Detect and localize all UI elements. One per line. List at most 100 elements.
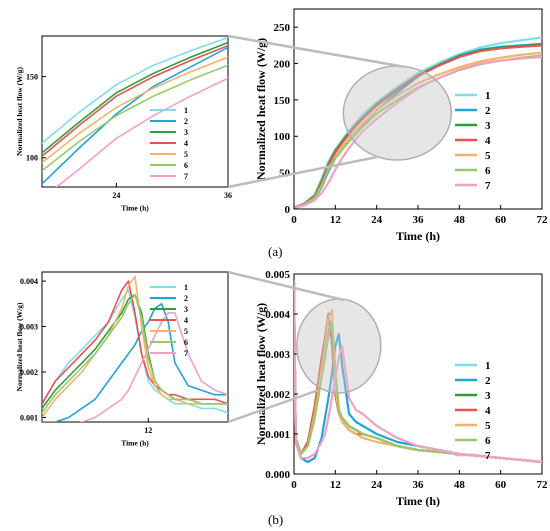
series-line-5	[42, 56, 228, 164]
series-group	[42, 275, 228, 422]
panel-label-a: (a)	[268, 244, 283, 259]
x-tick-label: 36	[413, 214, 425, 226]
y-axis-label: Normalized heat flow (W/g)	[15, 67, 24, 156]
y-tick-label: 0	[285, 204, 291, 216]
series-line-1	[42, 36, 228, 144]
legend-label-5: 5	[485, 150, 491, 162]
plot-frame	[41, 35, 229, 188]
series-line-6	[42, 64, 228, 172]
legend-label-7: 7	[184, 172, 188, 181]
series-line-7	[294, 280, 542, 464]
plot-frame	[41, 271, 229, 423]
series-line-7	[294, 55, 542, 209]
legend-label-6: 6	[184, 338, 188, 347]
legend-label-4: 4	[485, 405, 491, 417]
zoom-connector-b-top	[227, 270, 345, 302]
series-group	[42, 36, 228, 187]
x-tick-label: 12	[330, 214, 342, 226]
x-tick-label: 48	[454, 479, 466, 491]
x-tick-label: 24	[112, 191, 120, 200]
zoom-callouts	[227, 34, 453, 424]
x-tick-label: 24	[371, 479, 383, 491]
x-tick-label: 60	[495, 479, 507, 491]
legend-label-3: 3	[184, 305, 188, 314]
zoom-connector-a-bottom	[227, 155, 378, 189]
y-tick-label: 0.002	[265, 389, 290, 401]
y-tick-label: 150	[26, 72, 38, 81]
series-line-5	[42, 275, 228, 419]
legend-label-7: 7	[485, 450, 491, 462]
series-line-7	[79, 312, 228, 422]
legend-label-2: 2	[184, 294, 188, 303]
panel-label-b: (b)	[268, 512, 284, 527]
legend-label-4: 4	[485, 135, 491, 147]
x-tick-label: 60	[495, 214, 507, 226]
y-tick-label: 250	[274, 22, 291, 34]
series-line-2	[42, 46, 228, 185]
legend-label-6: 6	[485, 165, 491, 177]
x-tick-label: 12	[144, 426, 152, 435]
y-axis-label: Normalized heat flow (W/g)	[15, 302, 24, 391]
y-tick-label: 0.003	[20, 322, 38, 331]
x-tick-label: 24	[371, 214, 383, 226]
zoom-ellipse-b	[296, 298, 382, 394]
legend-label-5: 5	[184, 150, 188, 159]
zoom-connector-a-top	[227, 34, 406, 69]
legend-label-4: 4	[184, 316, 188, 325]
legend-label-3: 3	[485, 120, 491, 132]
x-tick-label: 36	[224, 191, 232, 200]
y-tick-label: 0.005	[265, 269, 290, 281]
legend-label-1: 1	[485, 90, 491, 102]
y-tick-label: 0.003	[265, 349, 290, 361]
legend-label-5: 5	[184, 327, 188, 336]
legend-label-6: 6	[485, 435, 491, 447]
y-tick-label: 0.001	[265, 429, 290, 441]
zoom-ellipse-a	[342, 65, 453, 161]
series-line-2	[294, 280, 542, 464]
legend-label-1: 1	[485, 360, 491, 372]
x-axis-label: Time (h)	[121, 439, 149, 448]
series-group	[294, 36, 542, 209]
legend-label-5: 5	[485, 420, 491, 432]
legend: 1 2 3 4 5 6 7	[455, 90, 491, 192]
x-tick-label: 72	[537, 214, 549, 226]
series-line-3	[42, 41, 228, 154]
legend-label-2: 2	[485, 105, 491, 117]
y-tick-label: 0.002	[20, 368, 38, 377]
y-axis-label: Normalized heat flow (W/g)	[254, 303, 268, 445]
y-tick-label: 200	[274, 58, 291, 70]
series-line-6	[294, 280, 542, 464]
y-tick-label: 0.004	[20, 277, 38, 286]
legend-label-4: 4	[184, 139, 188, 148]
x-tick-label: 0	[291, 479, 297, 491]
y-tick-label: 150	[274, 95, 291, 107]
y-axis-label: Normalized heat flow (W/g)	[254, 38, 268, 180]
legend: 1 2 3 4 5 6 7	[150, 106, 188, 181]
legend-label-1: 1	[184, 106, 188, 115]
legend: 1 2 3 4 5 6 7	[455, 360, 491, 462]
x-axis-label: Time (h)	[121, 204, 149, 213]
y-tick-label: 0.001	[20, 413, 38, 422]
legend-label-3: 3	[485, 390, 491, 402]
series-line-1	[42, 289, 228, 414]
x-axis-label: Time (h)	[396, 494, 440, 508]
series-line-6	[42, 293, 228, 414]
legend-label-3: 3	[184, 128, 188, 137]
series-line-7	[55, 77, 228, 187]
y-tick-label: 50	[279, 167, 291, 179]
legend-label-2: 2	[485, 375, 491, 387]
legend: 1 2 3 4 5 6 7	[150, 283, 188, 358]
legend-label-7: 7	[485, 180, 491, 192]
legend-label-7: 7	[184, 349, 188, 358]
series-group	[294, 280, 542, 464]
y-tick-label: 0.000	[265, 469, 290, 481]
legend-label-2: 2	[184, 117, 188, 126]
zoom-connector-b-bottom	[227, 388, 320, 424]
legend-label-1: 1	[184, 283, 188, 292]
x-tick-label: 72	[537, 479, 549, 491]
y-tick-label: 100	[274, 131, 291, 143]
